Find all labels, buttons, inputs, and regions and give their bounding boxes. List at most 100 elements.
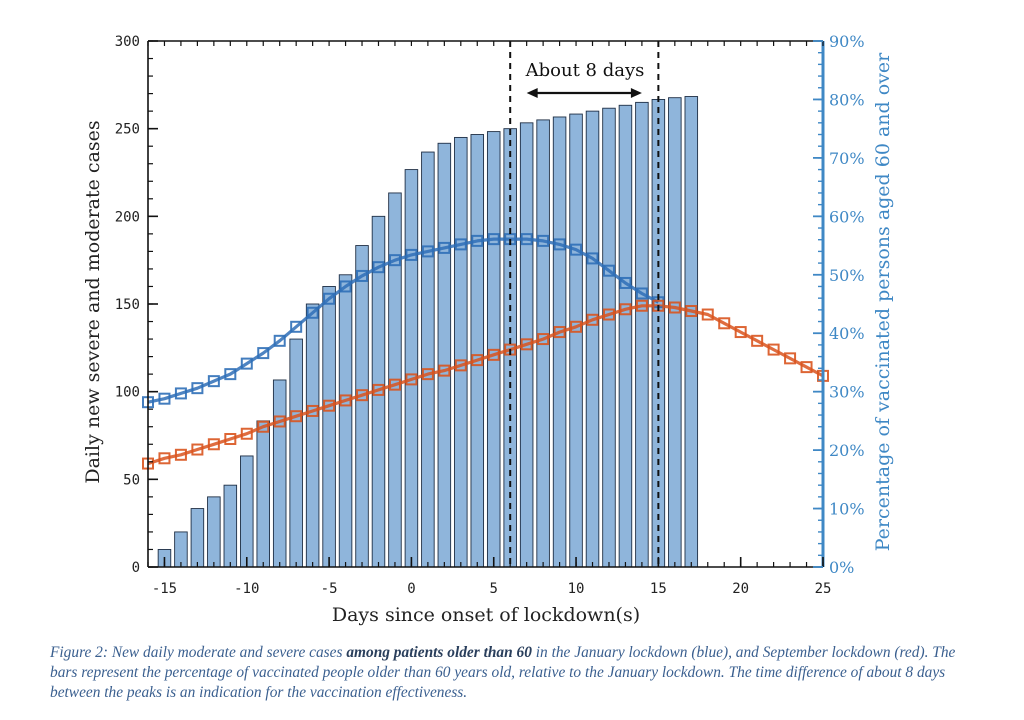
- series-point: [339, 394, 352, 407]
- series-point: [158, 452, 171, 465]
- y-right-tick-label: 60%: [829, 207, 865, 226]
- series-point: [224, 368, 237, 381]
- series-point: [388, 378, 401, 391]
- series-point: [273, 415, 286, 428]
- series-point: [471, 354, 484, 367]
- series-point: [520, 233, 533, 246]
- y-tick-label: 150: [115, 297, 140, 313]
- series-point: [767, 343, 780, 356]
- x-tick-label: 0: [407, 581, 415, 597]
- bar: [190, 508, 205, 568]
- y-tick-label: 50: [123, 472, 140, 488]
- series-point: [520, 338, 533, 351]
- series-point: [372, 261, 385, 274]
- series-point: [191, 382, 204, 395]
- series-point: [454, 359, 467, 372]
- y-tick-label: 300: [115, 34, 140, 50]
- series-point: [619, 276, 632, 289]
- series-point: [207, 438, 220, 451]
- bar: [174, 531, 188, 568]
- series-point: [306, 306, 319, 319]
- series-point: [586, 313, 599, 326]
- series-point: [356, 389, 369, 402]
- y-right-tick-label: 50%: [829, 266, 865, 285]
- y-right-tick-label: 40%: [829, 324, 865, 343]
- series-point: [257, 347, 270, 360]
- series-point: [174, 387, 187, 400]
- y-tick-label: 200: [115, 209, 140, 225]
- bar: [684, 96, 699, 568]
- figure-caption: Figure 2: New daily moderate and severe …: [50, 643, 980, 703]
- series-point: [372, 383, 385, 396]
- ticks-layer: -15 -10 -5 0 5 10 15 20 250501001502002503000%10…: [115, 32, 865, 597]
- y-tick-label: 250: [115, 122, 140, 138]
- annotation-arrowhead-left: [526, 88, 538, 98]
- series-point: [487, 348, 500, 361]
- annotation-label: About 8 days: [525, 60, 645, 81]
- series-point: [438, 364, 451, 377]
- x-tick-label: 5: [490, 581, 498, 597]
- series-point: [619, 303, 632, 316]
- series-line-1: [147, 237, 660, 404]
- series-point: [471, 234, 484, 247]
- series-point: [602, 264, 615, 277]
- series-point: [290, 410, 303, 423]
- bar: [207, 496, 221, 568]
- series-point: [405, 248, 418, 261]
- series-point: [306, 404, 319, 417]
- series-point: [537, 234, 550, 247]
- bar: [338, 274, 353, 568]
- series-point: [207, 375, 220, 388]
- series-line-2: [147, 304, 824, 466]
- bar: [585, 110, 600, 568]
- series-point: [290, 320, 303, 333]
- x-tick-label: -10: [234, 581, 259, 597]
- bar: [240, 455, 254, 568]
- caption-part-3: in the January lockdown (blue), and Sept…: [50, 644, 956, 701]
- series-point: [174, 448, 187, 461]
- series-point: [751, 334, 764, 347]
- series-point: [487, 233, 500, 246]
- series-point: [553, 238, 566, 251]
- bar: [223, 484, 238, 568]
- series-point: [339, 280, 352, 293]
- bar: [668, 97, 682, 568]
- bar: [355, 245, 369, 568]
- bar: [289, 338, 303, 568]
- series-point: [224, 433, 237, 446]
- series-point: [438, 241, 451, 254]
- series-point: [800, 361, 813, 374]
- vlines-layer: [509, 41, 660, 567]
- annotation-arrowhead-right: [630, 88, 642, 98]
- series-point: [323, 292, 336, 305]
- series-point: [191, 443, 204, 456]
- bar: [421, 151, 435, 568]
- y-right-tick-label: 20%: [829, 441, 865, 460]
- series-point: [553, 326, 566, 339]
- chart: -15 -10 -5 0 5 10 15 20 250501001502002503000%10…: [82, 32, 894, 626]
- series-point: [240, 357, 253, 370]
- series-point: [570, 243, 583, 256]
- series-point: [273, 334, 286, 347]
- series-point: [421, 368, 434, 381]
- x-tick-label: -5: [321, 581, 338, 597]
- series-point: [784, 352, 797, 365]
- series-point: [454, 238, 467, 251]
- series-point: [734, 326, 747, 339]
- y-right-tick-label: 0%: [829, 558, 854, 577]
- bar: [305, 303, 320, 568]
- series-point: [718, 317, 731, 330]
- series-point: [602, 308, 615, 321]
- x-tick-label: 15: [650, 581, 667, 597]
- bar: [470, 134, 485, 568]
- x-tick-label: 10: [568, 581, 585, 597]
- y-axis-right-label: Percentage of vaccinated persons aged 60…: [872, 52, 894, 551]
- bar: [602, 107, 616, 568]
- series-point: [668, 301, 681, 314]
- bar: [552, 116, 567, 568]
- y-tick-label: 0: [132, 560, 140, 576]
- x-tick-label: 20: [732, 581, 749, 597]
- series-point: [635, 299, 648, 312]
- x-tick-label: 25: [815, 581, 832, 597]
- series-point: [570, 320, 583, 333]
